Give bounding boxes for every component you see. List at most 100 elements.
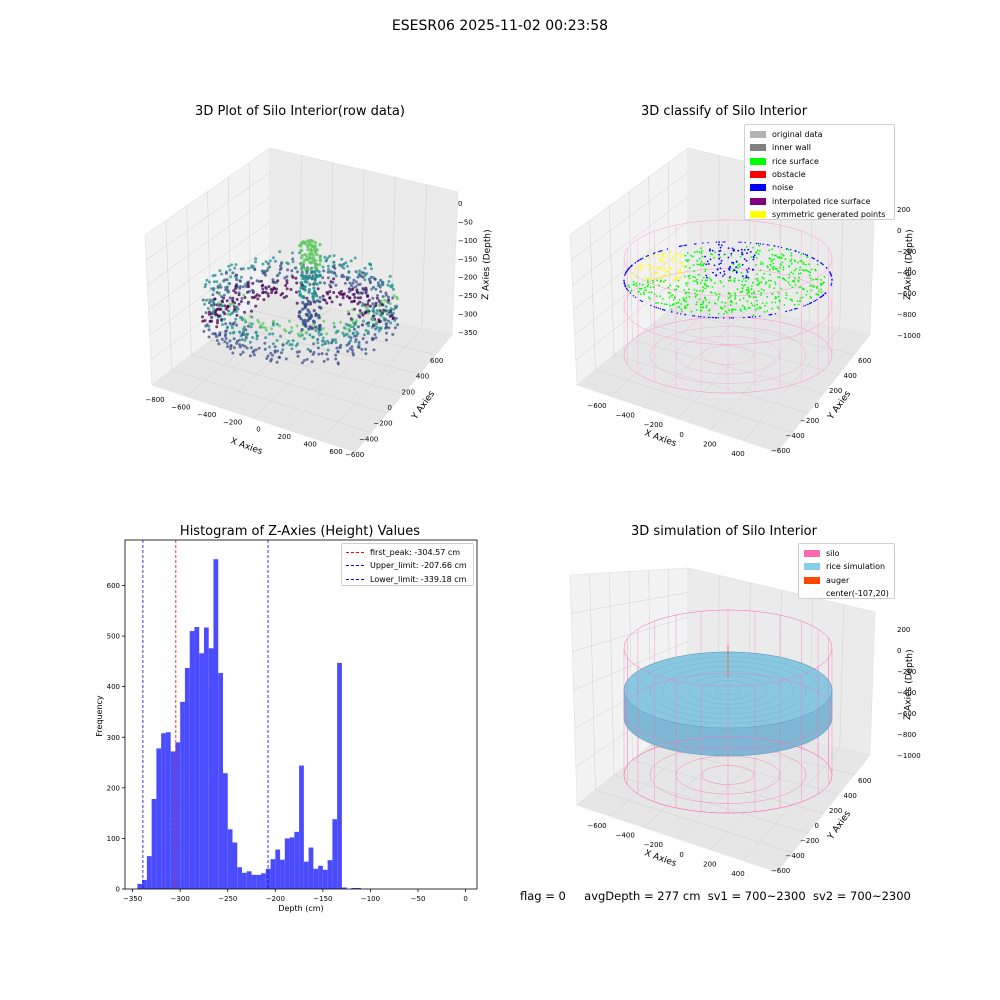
z-tick-label: −250	[458, 292, 477, 300]
classified-point	[710, 291, 713, 294]
raw-point	[303, 277, 307, 281]
x-tick-label: 0	[256, 426, 260, 434]
raw-point	[300, 328, 304, 332]
raw-point	[371, 296, 375, 300]
raw-point	[297, 350, 301, 354]
classified-point	[656, 266, 658, 269]
raw-point	[328, 283, 332, 287]
raw-point	[319, 332, 323, 336]
classified-point	[755, 296, 757, 299]
noise-point	[657, 307, 660, 309]
legend-line-swatch	[346, 552, 364, 554]
raw-point	[285, 281, 289, 285]
classified-point	[708, 313, 711, 316]
raw-point	[344, 261, 348, 265]
raw-point	[389, 321, 393, 325]
raw-point	[375, 322, 378, 326]
classified-point	[652, 267, 655, 270]
classified-point	[673, 296, 676, 298]
classified-point	[806, 290, 809, 293]
raw-point	[347, 312, 351, 316]
raw-point	[226, 345, 230, 349]
raw-point	[241, 350, 245, 354]
raw-point	[314, 325, 318, 329]
z-tick-label: −350	[458, 329, 477, 337]
classified-point	[642, 291, 645, 294]
raw-point	[275, 339, 279, 342]
raw-point	[308, 243, 312, 247]
raw-point	[254, 348, 258, 352]
noise-point	[658, 250, 660, 253]
raw-point	[274, 259, 277, 263]
noise-point	[694, 243, 696, 245]
noise-point	[759, 243, 762, 245]
histogram-bar	[180, 701, 185, 889]
raw-point	[228, 312, 232, 316]
raw-point	[232, 330, 236, 334]
noise-point	[642, 257, 644, 259]
classified-point	[757, 284, 759, 287]
classified-point	[693, 289, 696, 291]
legend-line-swatch	[346, 578, 364, 580]
classified-point	[723, 313, 725, 315]
noise-point	[798, 251, 800, 253]
classified-point	[743, 258, 746, 260]
classified-point	[805, 293, 808, 296]
raw-point	[321, 327, 325, 331]
histogram-bar	[165, 732, 171, 889]
raw-point	[323, 342, 327, 346]
classified-point	[741, 280, 744, 283]
raw-point	[313, 272, 318, 276]
classified-point	[752, 281, 754, 284]
classified-point	[694, 276, 697, 279]
classified-point	[710, 278, 712, 281]
raw-point	[348, 296, 352, 300]
noise-point	[755, 242, 758, 245]
classified-point	[809, 284, 812, 287]
classified-point	[749, 306, 751, 309]
classified-point	[800, 260, 803, 263]
raw-point	[233, 320, 237, 324]
raw-point	[312, 300, 316, 304]
classified-point	[794, 283, 797, 286]
raw-point	[340, 265, 344, 269]
y-tick-label: 0	[388, 404, 392, 412]
raw-point	[231, 302, 235, 306]
classified-point	[790, 252, 793, 255]
raw-point	[219, 285, 223, 289]
classified-point	[632, 280, 635, 283]
raw-point	[307, 310, 311, 314]
classified-point	[749, 251, 752, 253]
classified-point	[702, 301, 705, 304]
histogram-chart[interactable]: −350 −300 −250 −200 −150 −100 −50 0010020030040…	[0, 530, 500, 930]
raw-point	[211, 310, 215, 314]
classified-point	[769, 273, 771, 276]
noise-point	[810, 301, 813, 304]
classified-point	[793, 303, 796, 306]
histogram-y-tick-label: 400	[107, 683, 120, 691]
raw-point	[357, 340, 361, 344]
classified-point	[718, 293, 721, 295]
raw-point	[313, 251, 317, 255]
classified-point	[760, 281, 763, 284]
noise-point	[624, 284, 626, 286]
classified-point	[799, 272, 802, 275]
noise-point	[659, 308, 661, 310]
classified-point	[715, 293, 718, 296]
classified-point	[704, 255, 706, 258]
raw-point	[223, 278, 227, 282]
raw-point	[218, 292, 221, 296]
classified-point	[669, 304, 672, 307]
classified-point	[760, 261, 763, 264]
raw-point	[241, 343, 245, 347]
classified-point	[705, 299, 707, 301]
classified-point	[783, 304, 786, 306]
noise-point	[762, 243, 764, 245]
raw-point	[215, 335, 218, 339]
classified-point	[791, 286, 794, 289]
